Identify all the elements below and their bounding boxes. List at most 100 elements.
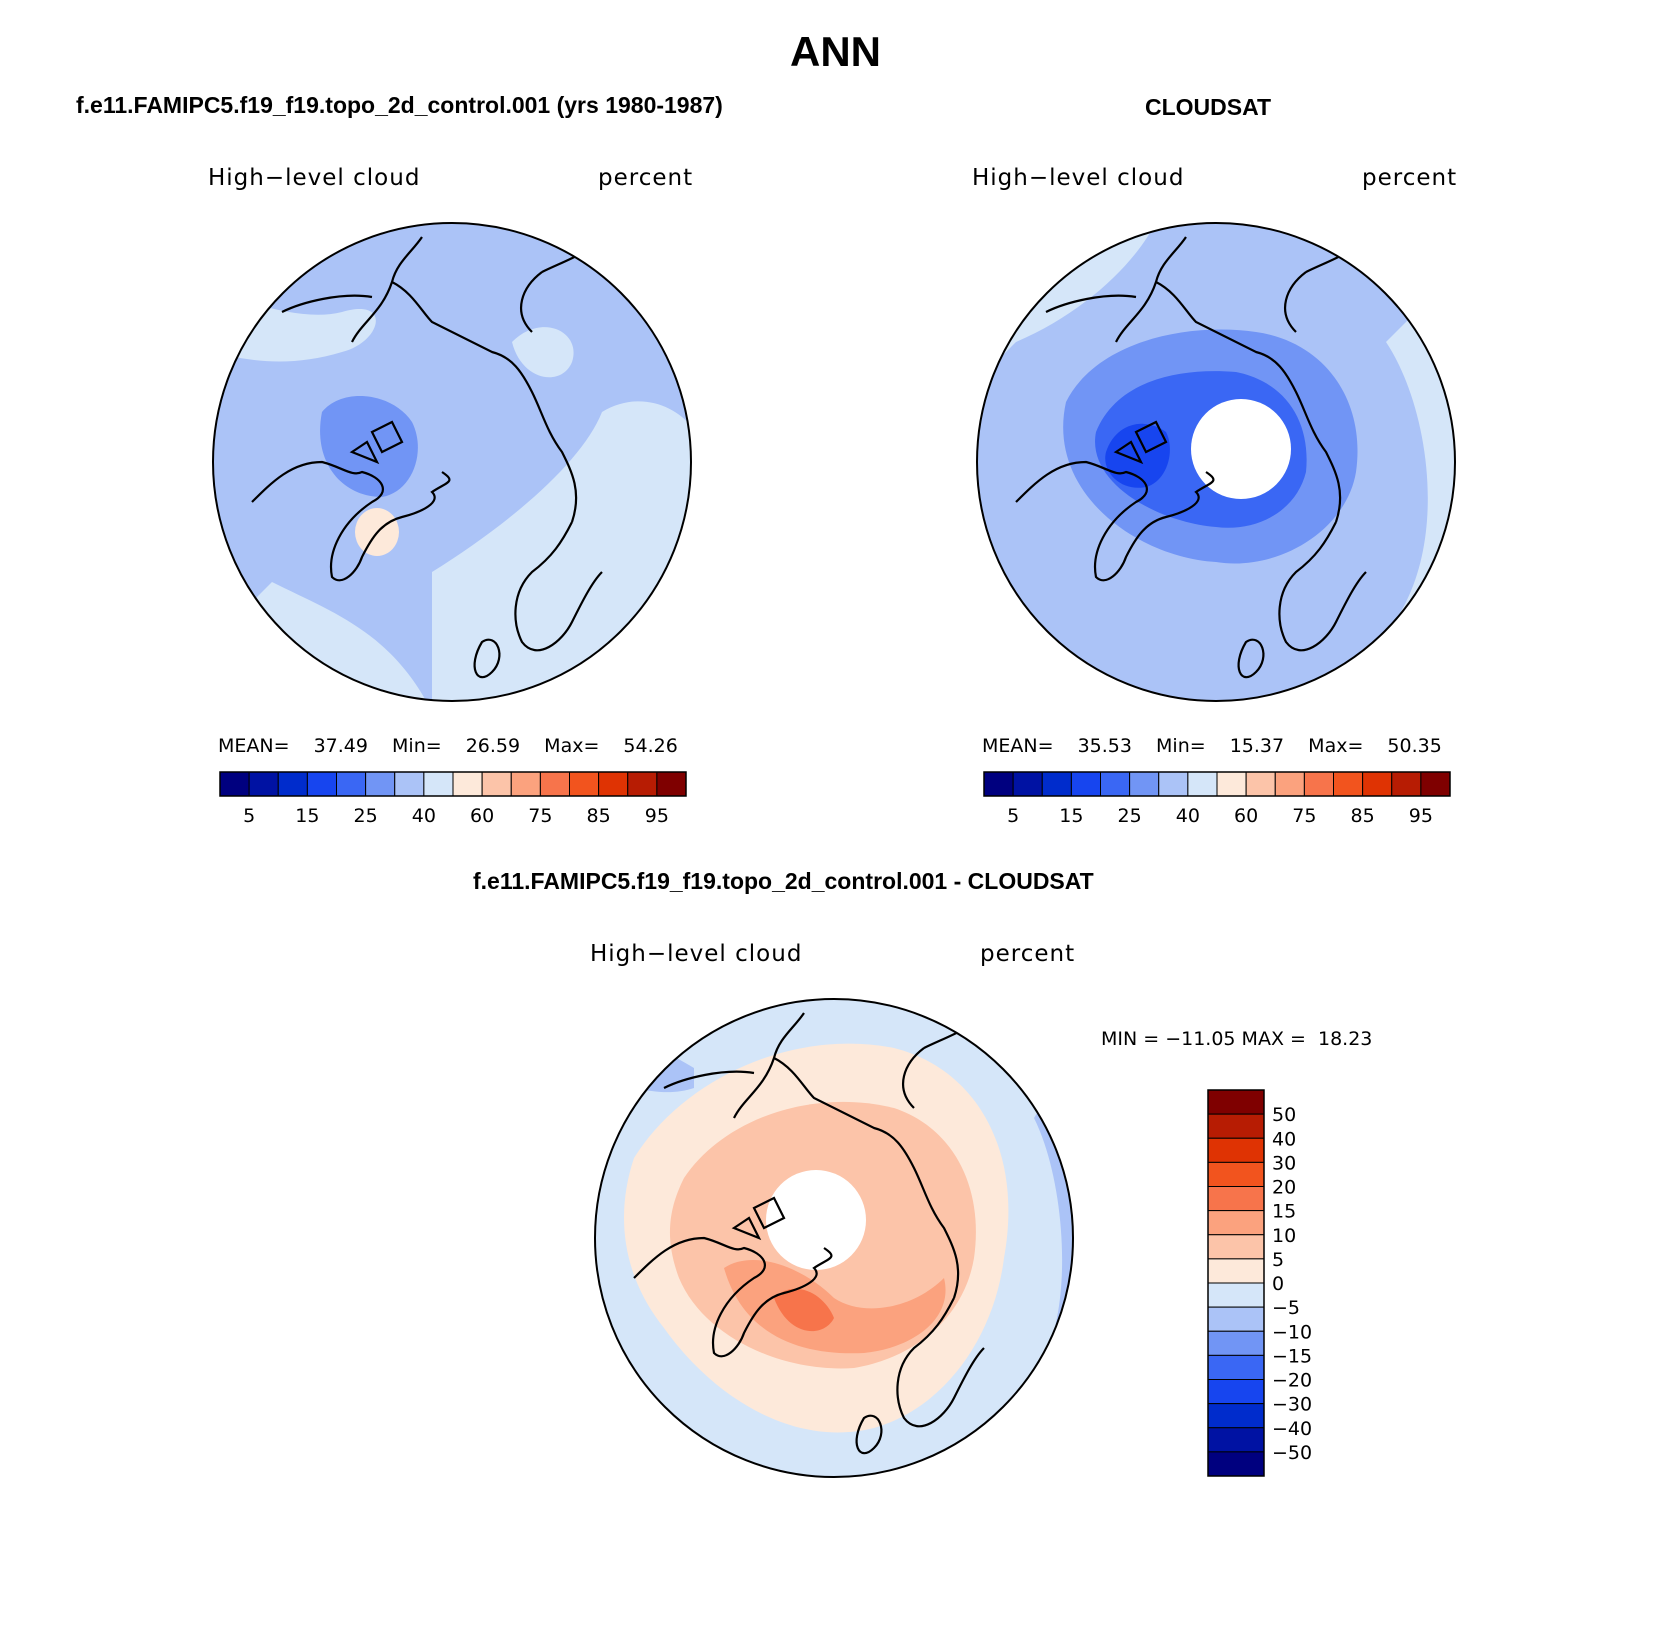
- diff-colorbar-swatch: [1207, 1113, 1265, 1139]
- diff-colorbar-tick-label: −20: [1272, 1370, 1312, 1392]
- obs-mean-label: MEAN=: [982, 735, 1054, 757]
- obs-colorbar-swatch: [1245, 771, 1276, 797]
- diff-variable-label: High−level cloud: [590, 941, 803, 967]
- diff-colorbar-tick-label: −50: [1272, 1442, 1312, 1464]
- diff-colorbar-tick-label: −15: [1272, 1345, 1312, 1367]
- model-colorbar-swatch: [539, 771, 570, 797]
- diff-colorbar-swatch: [1207, 1186, 1265, 1212]
- model-colorbar-tick-label: 60: [470, 805, 494, 827]
- model-colorbar-swatch: [510, 771, 541, 797]
- diff-colorbar-swatch: [1207, 1234, 1265, 1260]
- model-colorbar-tick-label: 40: [412, 805, 436, 827]
- obs-colorbar-swatch: [1041, 771, 1072, 797]
- diff-colorbar-swatch: [1207, 1306, 1265, 1332]
- model-max-value: 54.26: [623, 735, 678, 757]
- diff-field-positive-10-15: [724, 1259, 946, 1354]
- obs-colorbar: 5 15 25 40 60 75 85 95: [983, 771, 1451, 827]
- obs-colorbar-swatch: [983, 771, 1014, 797]
- obs-colorbar-tick-label: 25: [1118, 805, 1142, 827]
- obs-colorbar-swatch: [1420, 771, 1451, 797]
- diff-colorbar-tick-label: −30: [1272, 1394, 1312, 1416]
- page-title: ANN: [790, 28, 881, 75]
- model-units-label: percent: [598, 165, 694, 191]
- diff-colorbar-swatch: [1207, 1089, 1265, 1115]
- model-max-label: Max=: [544, 735, 600, 757]
- obs-colorbar-swatch: [1187, 771, 1218, 797]
- obs-max-label: Max=: [1308, 735, 1364, 757]
- diff-colorbar-tick-label: 15: [1272, 1201, 1296, 1223]
- obs-colorbar-swatch: [1333, 771, 1364, 797]
- diff-colorbar-tick-label: 5: [1272, 1249, 1284, 1271]
- model-colorbar-swatch: [394, 771, 425, 797]
- model-colorbar-swatch: [627, 771, 658, 797]
- diff-field-positive-15-20: [774, 1288, 834, 1332]
- model-colorbar-tick-label: 5: [243, 805, 255, 827]
- obs-colorbar-swatch: [1274, 771, 1305, 797]
- obs-min-label: Min=: [1156, 735, 1206, 757]
- model-colorbar-swatch: [598, 771, 629, 797]
- obs-colorbar-tick-label: 75: [1292, 805, 1316, 827]
- model-colorbar-swatch: [336, 771, 367, 797]
- obs-stats: MEAN= 35.53 Min= 15.37 Max= 50.35: [982, 735, 1442, 757]
- obs-colorbar-swatch: [1070, 771, 1101, 797]
- diff-colorbar-swatch: [1207, 1354, 1265, 1380]
- diff-minmax: MIN = −11.05 MAX = 18.23: [1101, 1028, 1373, 1050]
- model-colorbar-swatch: [306, 771, 337, 797]
- diff-field-negative-5-10-west: [595, 1034, 694, 1093]
- diff-colorbar-swatch: [1207, 1403, 1265, 1429]
- obs-mean-value: 35.53: [1077, 735, 1132, 757]
- obs-colorbar-swatch: [1129, 771, 1160, 797]
- obs-colorbar-swatch: [1216, 771, 1247, 797]
- diff-colorbar-tick-label: −40: [1272, 1418, 1312, 1440]
- obs-colorbar-tick-label: 85: [1351, 805, 1375, 827]
- diff-colorbar-swatch: [1207, 1210, 1265, 1236]
- diff-colorbar-tick-label: 0: [1272, 1273, 1284, 1295]
- model-colorbar-tick-label: 85: [587, 805, 611, 827]
- diff-colorbar-frame: [1207, 1089, 1265, 1477]
- model-colorbar-swatch: [248, 771, 279, 797]
- model-min-value: 26.59: [465, 735, 521, 757]
- model-colorbar-swatch: [656, 771, 687, 797]
- model-colorbar-tick-label: 15: [295, 805, 319, 827]
- model-colorbar-tick-label: 95: [645, 805, 669, 827]
- model-colorbar: 5 15 25 40 60 75 85 95: [219, 771, 687, 827]
- diff-colorbar-swatch: [1207, 1427, 1265, 1453]
- diff-colorbar-swatch: [1207, 1161, 1265, 1187]
- obs-colorbar-tick-label: 40: [1176, 805, 1200, 827]
- model-panel-title: f.e11.FAMIPC5.f19_f19.topo_2d_control.00…: [76, 92, 723, 118]
- model-variable-label: High−level cloud: [208, 165, 421, 191]
- obs-colorbar-tick-label: 15: [1059, 805, 1083, 827]
- diff-coastlines: [633, 1012, 985, 1455]
- obs-colorbar-swatch: [1303, 771, 1334, 797]
- model-colorbar-swatch: [569, 771, 600, 797]
- obs-variable-label: High−level cloud: [972, 165, 1185, 191]
- diff-pole-missing-data: [766, 1170, 866, 1270]
- model-stats: MEAN= 37.49 Min= 26.59 Max= 54.26: [218, 735, 678, 757]
- model-colorbar-swatch: [277, 771, 308, 797]
- diff-colorbar-tick-label: 30: [1272, 1152, 1296, 1174]
- model-map: [212, 222, 692, 702]
- model-colorbar-frame: [219, 771, 687, 797]
- model-colorbar-swatch: [219, 771, 250, 797]
- model-coastlines: [251, 236, 603, 679]
- model-mean-label: MEAN=: [218, 735, 290, 757]
- model-colorbar-tick-label: 25: [354, 805, 378, 827]
- diff-colorbar-swatch: [1207, 1451, 1265, 1477]
- obs-colorbar-swatch: [1100, 771, 1131, 797]
- obs-units-label: percent: [1362, 165, 1458, 191]
- obs-max-value: 50.35: [1387, 735, 1442, 757]
- diff-map: [594, 998, 1074, 1478]
- diff-colorbar-swatch: [1207, 1137, 1265, 1163]
- obs-colorbar-swatch: [1012, 771, 1043, 797]
- model-colorbar-swatch: [365, 771, 396, 797]
- model-min-label: Min=: [392, 735, 442, 757]
- diff-colorbar-tick-label: 10: [1272, 1225, 1296, 1247]
- diff-panel-title: f.e11.FAMIPC5.f19_f19.topo_2d_control.00…: [473, 868, 1094, 894]
- model-mean-value: 37.49: [313, 735, 368, 757]
- diff-colorbar-tick-label: 20: [1272, 1177, 1296, 1199]
- diff-colorbar-tick-label: −10: [1272, 1321, 1312, 1343]
- model-colorbar-swatch: [452, 771, 483, 797]
- obs-colorbar-tick-label: 60: [1234, 805, 1258, 827]
- obs-colorbar-tick-label: 95: [1409, 805, 1433, 827]
